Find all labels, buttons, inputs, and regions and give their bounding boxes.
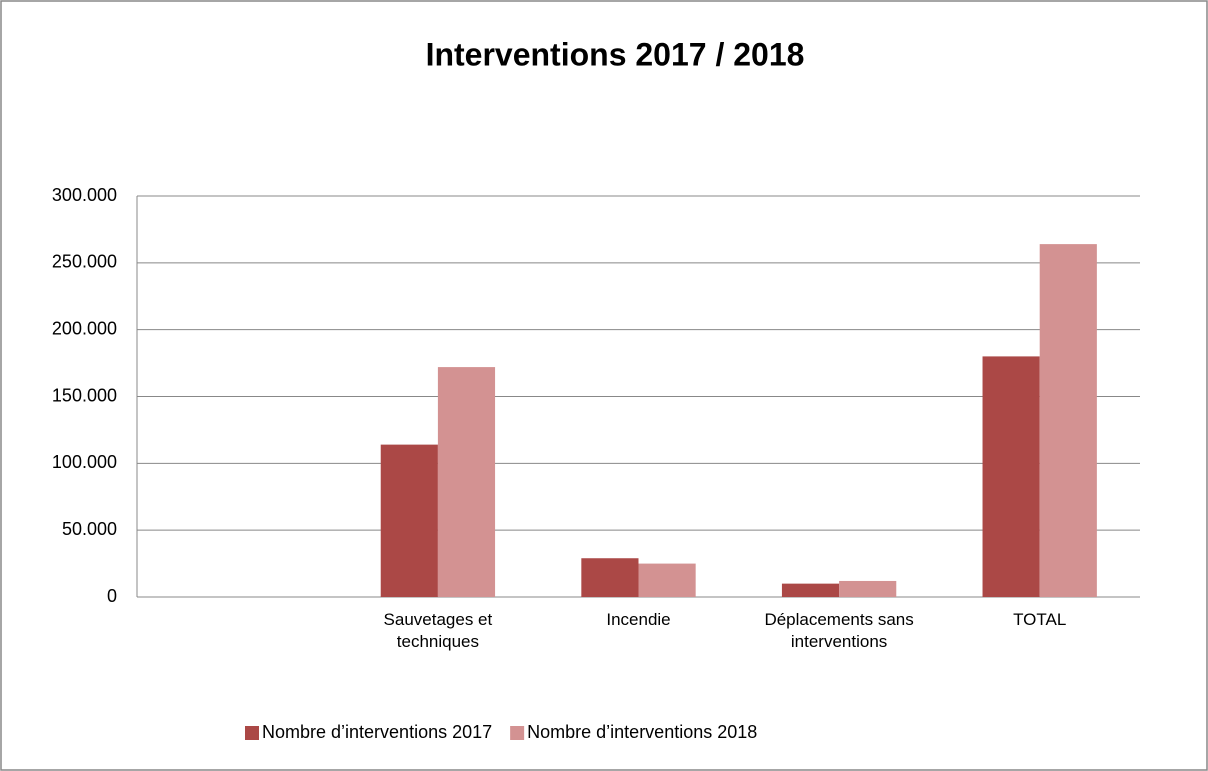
bar xyxy=(581,558,639,597)
x-tick-label: TOTAL xyxy=(1013,610,1067,629)
bar xyxy=(982,356,1040,597)
bar xyxy=(437,367,496,597)
y-tick-label: 200.000 xyxy=(52,318,117,338)
chart-title: Interventions 2017 / 2018 xyxy=(426,36,805,72)
y-tick-label: 100.000 xyxy=(52,452,117,472)
y-tick-label: 150.000 xyxy=(52,385,117,405)
y-tick-label: 0 xyxy=(107,586,117,606)
bar xyxy=(380,444,438,597)
bar xyxy=(1039,244,1097,597)
legend-swatch xyxy=(245,726,259,740)
x-tick-label: Incendie xyxy=(606,610,671,629)
x-tick-label: Déplacements sans interventions xyxy=(764,610,914,651)
y-tick-label: 300.000 xyxy=(52,185,117,205)
legend-label: Nombre d’interventions 2018 xyxy=(527,722,757,742)
x-tick-label: Sauvetages et techniques xyxy=(383,610,493,651)
y-tick-label: 50.000 xyxy=(62,519,117,539)
y-tick-label: 250.000 xyxy=(52,252,117,272)
bar xyxy=(638,563,696,597)
legend-label: Nombre d’interventions 2017 xyxy=(262,722,492,742)
bar xyxy=(781,583,840,597)
legend-swatch xyxy=(510,726,525,740)
bar xyxy=(839,580,897,597)
